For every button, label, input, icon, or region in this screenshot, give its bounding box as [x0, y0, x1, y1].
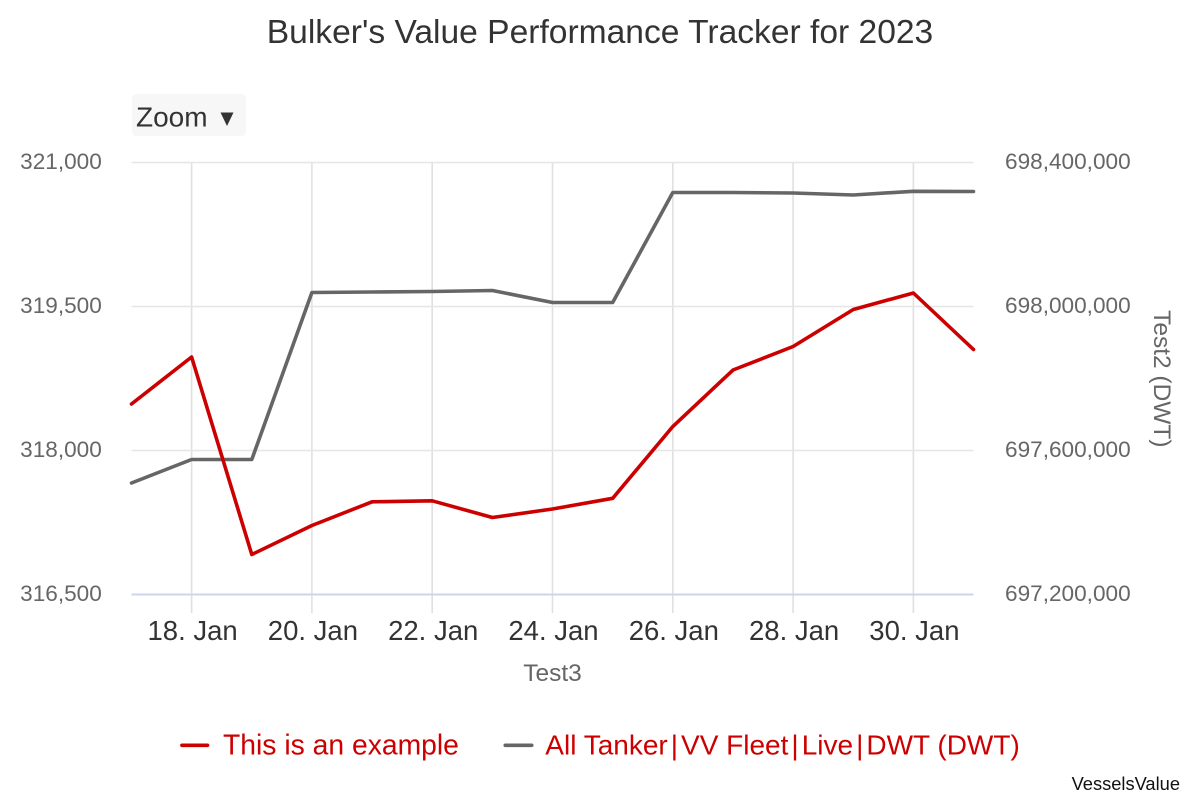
svg-text:321,000: 321,000	[20, 149, 102, 174]
svg-text:30. Jan: 30. Jan	[869, 615, 959, 646]
svg-text:697,200,000: 697,200,000	[1005, 581, 1131, 606]
svg-text:316,500: 316,500	[20, 581, 102, 606]
svg-text:Zoom: Zoom	[136, 102, 208, 133]
svg-text:26. Jan: 26. Jan	[629, 615, 719, 646]
svg-text:20. Jan: 20. Jan	[268, 615, 358, 646]
svg-text:Bulker's Value Performance Tra: Bulker's Value Performance Tracker for 2…	[267, 14, 933, 51]
svg-text:319,500: 319,500	[20, 293, 102, 318]
svg-text:This is an example: This is an example	[223, 729, 459, 761]
svg-text:All Tanker|VV Fleet|Live|DWT (: All Tanker | VV Fleet | Live | DWT (DWT)	[545, 730, 1019, 761]
svg-text:22. Jan: 22. Jan	[388, 615, 478, 646]
svg-text:697,600,000: 697,600,000	[1005, 437, 1131, 462]
svg-text:318,000: 318,000	[20, 437, 102, 462]
svg-text:24. Jan: 24. Jan	[508, 615, 598, 646]
svg-text:28. Jan: 28. Jan	[749, 615, 839, 646]
svg-text:18. Jan: 18. Jan	[147, 615, 237, 646]
svg-text:Test3: Test3	[523, 660, 582, 687]
svg-text:698,400,000: 698,400,000	[1005, 149, 1131, 174]
svg-text:Test2 (DWT): Test2 (DWT)	[1148, 310, 1175, 447]
svg-text:VesselsValue: VesselsValue	[1072, 773, 1180, 794]
svg-text:698,000,000: 698,000,000	[1005, 293, 1131, 318]
